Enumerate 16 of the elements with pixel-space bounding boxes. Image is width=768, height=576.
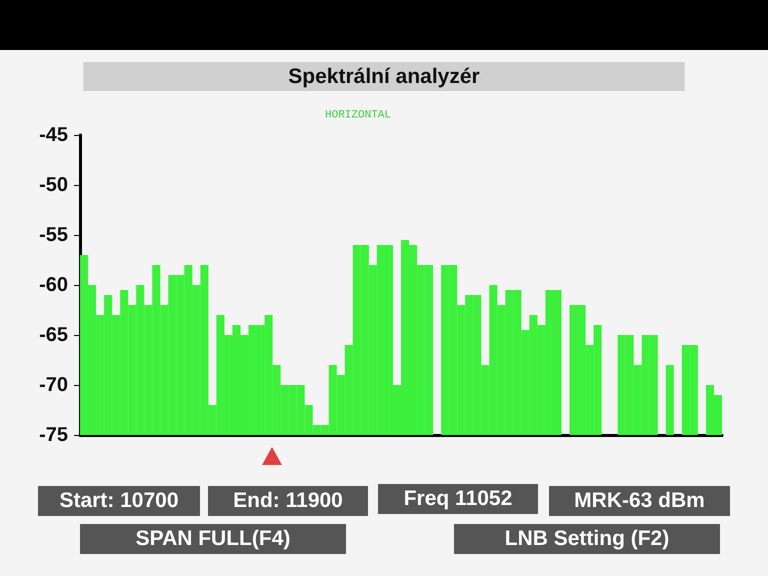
y-tick-label: -75 — [39, 424, 68, 446]
y-tick-label: -60 — [39, 274, 68, 296]
text: Start: 10700 — [38, 486, 200, 516]
text: HORIZONTAL — [325, 110, 392, 122]
y-tick-label: -65 — [39, 324, 68, 346]
y-tick-label: -55 — [39, 224, 68, 246]
text: MRK-63 dBm — [549, 486, 730, 516]
chart-title: Spektrální analyzér — [288, 65, 480, 88]
y-tick-label: -50 — [39, 174, 68, 196]
y-tick-label: -70 — [39, 374, 68, 396]
text: Freq 11052 — [378, 484, 538, 514]
text: End: 11900 — [208, 486, 368, 516]
text: SPAN FULL(F4) — [80, 524, 346, 554]
y-tick-label: -45 — [39, 124, 68, 146]
text: LNB Setting (F2) — [454, 524, 720, 554]
bar — [666, 365, 674, 435]
